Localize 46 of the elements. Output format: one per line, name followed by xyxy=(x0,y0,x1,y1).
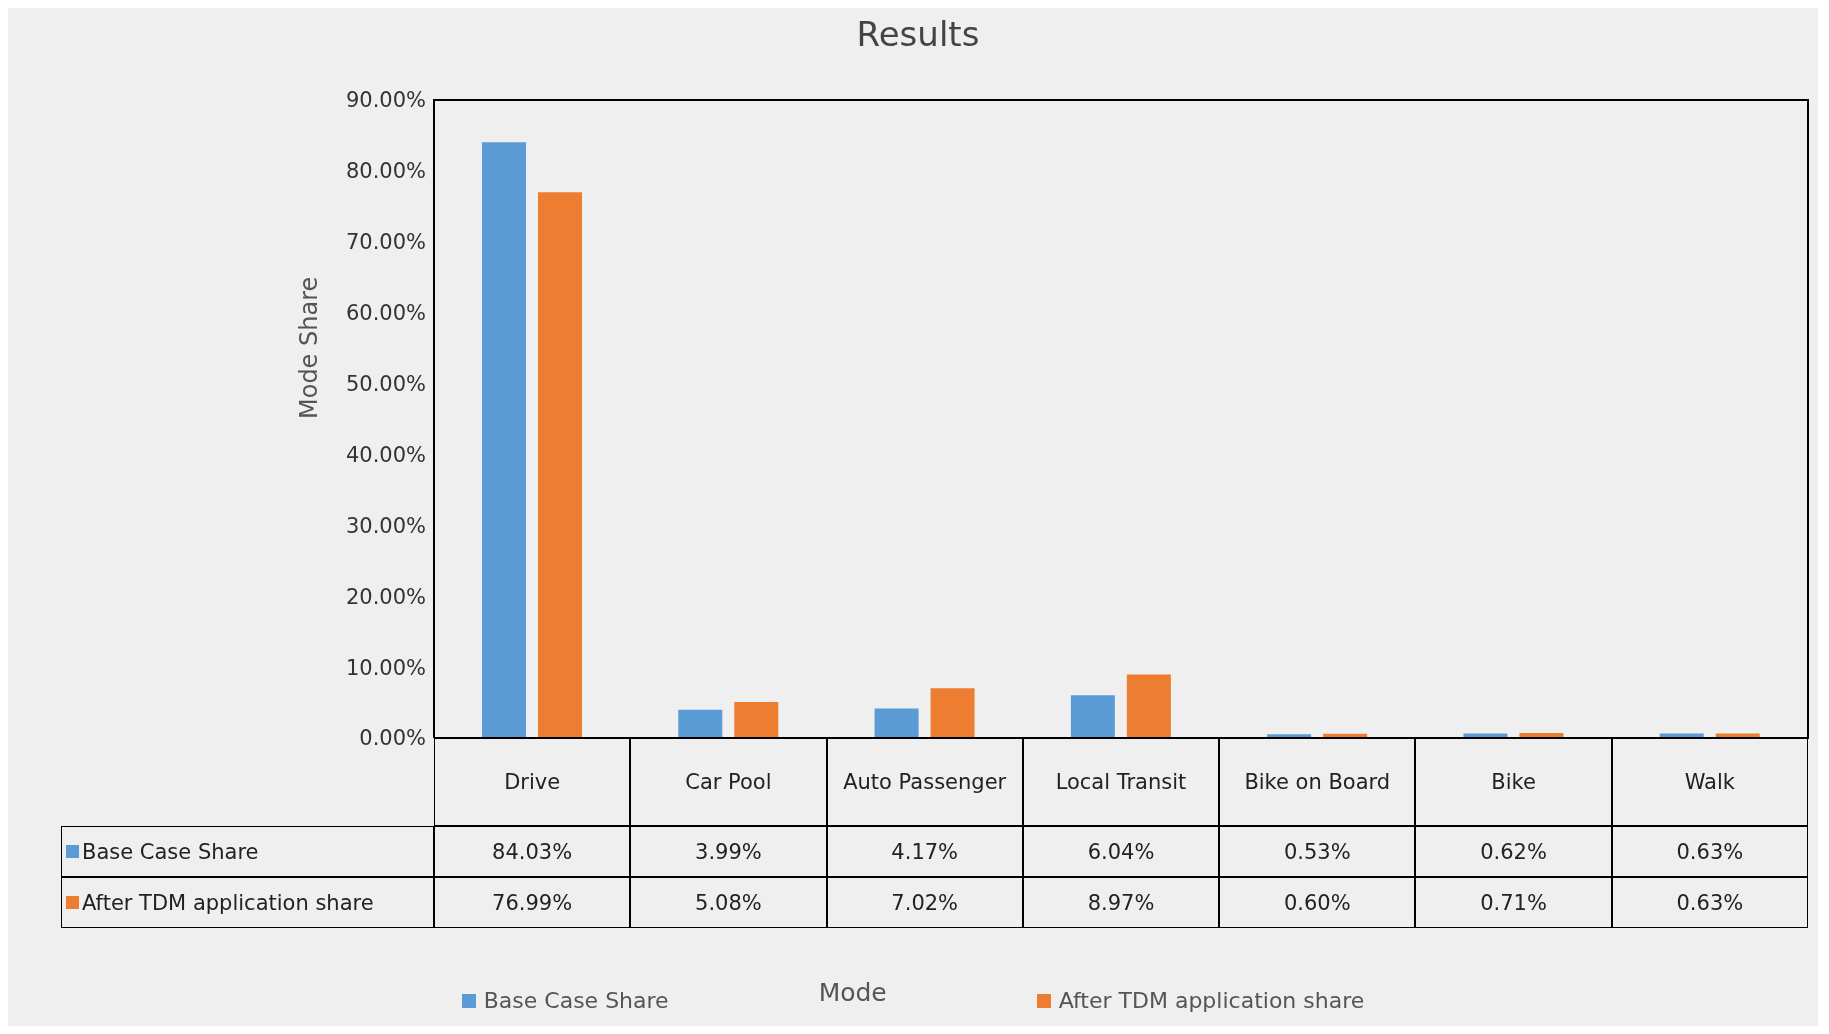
data-label: 76.99% xyxy=(434,877,631,928)
y-tick-label: 40.00% xyxy=(345,442,426,467)
y-tick-label: 70.00% xyxy=(345,230,426,255)
x-tick-label: Bike on Board xyxy=(1219,738,1416,826)
bar xyxy=(930,688,975,738)
y-axis-title: Mode Share xyxy=(294,276,323,419)
x-tick-label: Car Pool xyxy=(630,738,827,826)
bar xyxy=(734,701,779,738)
text: Mode xyxy=(818,978,887,1007)
y-tick-label: 10.00% xyxy=(345,655,426,680)
data-label: 0.53% xyxy=(1219,826,1416,877)
data-label: 6.04% xyxy=(1022,826,1220,877)
y-tick-label: 30.00% xyxy=(345,513,426,538)
y-tick-label: 80.00% xyxy=(345,159,426,184)
bar xyxy=(874,708,919,738)
bar xyxy=(482,142,526,738)
x-tick-label: Local Transit xyxy=(1022,738,1220,826)
bar xyxy=(1126,674,1171,738)
data-label: 8.97% xyxy=(1022,877,1220,928)
data-label: 84.03% xyxy=(434,826,631,877)
data-label: 7.02% xyxy=(826,877,1023,928)
x-tick-label: Walk xyxy=(1611,738,1808,826)
chart-title: Results xyxy=(855,14,981,54)
y-tick-label: 0.00% xyxy=(359,726,426,751)
legend-label: After TDM application share xyxy=(82,890,374,915)
bar xyxy=(538,192,582,738)
legend-label: Base Case Share xyxy=(82,839,259,864)
data-label: 0.63% xyxy=(1611,877,1808,928)
text: After TDM application share xyxy=(1058,988,1365,1013)
y-tick-label: 50.00% xyxy=(345,372,426,397)
x-tick-label: Bike xyxy=(1415,738,1612,826)
x-tick-label: Auto Passenger xyxy=(826,738,1023,826)
bar xyxy=(1070,695,1115,738)
data-label: 5.08% xyxy=(630,877,827,928)
data-label: 0.63% xyxy=(1611,826,1808,877)
data-label: 3.99% xyxy=(630,826,827,877)
data-label: 0.71% xyxy=(1415,877,1612,928)
bar xyxy=(678,709,723,738)
x-tick-label: Drive xyxy=(434,738,631,826)
data-label: 0.62% xyxy=(1415,826,1612,877)
text: Base Case Share xyxy=(483,988,669,1013)
y-tick-label: 90.00% xyxy=(345,88,426,113)
data-label: 0.60% xyxy=(1219,877,1416,928)
data-label: 4.17% xyxy=(826,826,1023,877)
y-tick-label: 20.00% xyxy=(345,584,426,609)
y-tick-label: 60.00% xyxy=(345,301,426,326)
